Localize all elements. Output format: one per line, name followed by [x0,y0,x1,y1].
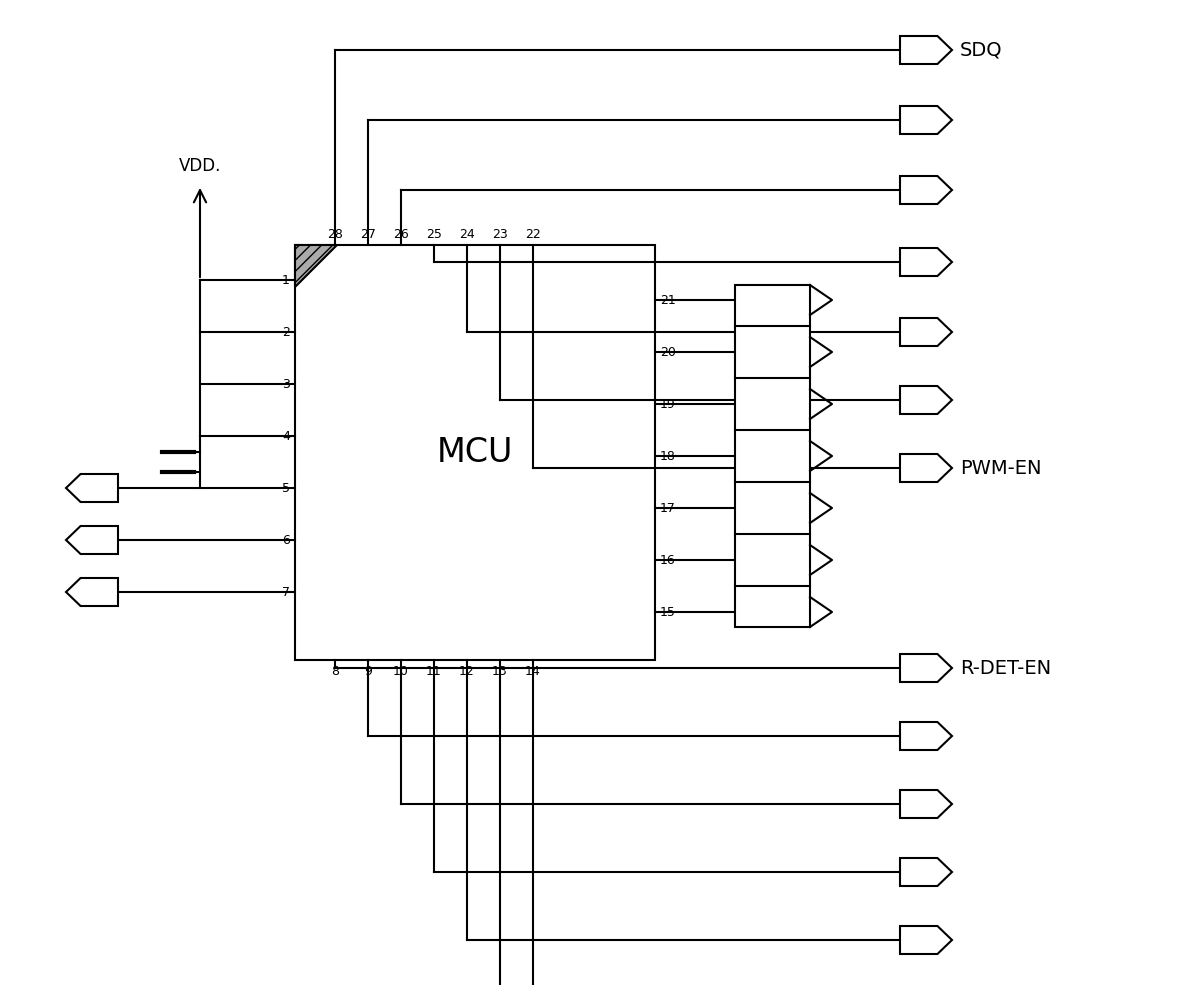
Polygon shape [900,176,952,204]
Polygon shape [900,454,952,482]
Text: 20: 20 [660,346,676,359]
Polygon shape [900,248,952,276]
Text: MCU: MCU [436,436,513,469]
Polygon shape [66,578,118,606]
Text: VDD.: VDD. [179,157,221,175]
Text: 23: 23 [492,228,508,241]
Text: 6: 6 [282,534,290,547]
Polygon shape [294,245,337,287]
Bar [734,285,810,627]
Text: 22: 22 [525,228,541,241]
Polygon shape [900,386,952,414]
Text: 28: 28 [327,228,343,241]
Text: 18: 18 [660,449,676,463]
Text: PWM-EN: PWM-EN [960,458,1041,478]
Text: 4: 4 [282,429,290,442]
Polygon shape [900,790,952,818]
Polygon shape [900,318,952,346]
Text: 9: 9 [364,665,371,678]
Polygon shape [900,654,952,682]
Text: 25: 25 [426,228,442,241]
Text: 21: 21 [660,294,676,306]
Polygon shape [900,36,952,64]
Text: SDQ: SDQ [960,40,1002,59]
Polygon shape [66,526,118,554]
Text: 24: 24 [459,228,475,241]
Text: 16: 16 [660,554,676,566]
Text: R-DET-EN: R-DET-EN [960,659,1051,678]
Polygon shape [900,106,952,134]
Text: 27: 27 [361,228,376,241]
Bar [294,245,655,660]
Polygon shape [900,858,952,886]
Text: 8: 8 [331,665,339,678]
Text: 11: 11 [427,665,442,678]
Text: 17: 17 [660,501,676,514]
Text: 5: 5 [282,482,290,494]
Text: 3: 3 [282,377,290,390]
Polygon shape [66,474,118,502]
Text: 12: 12 [459,665,475,678]
Text: 15: 15 [660,606,676,619]
Polygon shape [900,926,952,954]
Text: 10: 10 [393,665,409,678]
Text: 1: 1 [282,274,290,287]
Polygon shape [900,722,952,750]
Text: 13: 13 [492,665,508,678]
Text: 19: 19 [660,398,676,411]
Text: 2: 2 [282,325,290,339]
Text: 14: 14 [525,665,541,678]
Text: 7: 7 [282,585,290,599]
Text: 26: 26 [393,228,409,241]
